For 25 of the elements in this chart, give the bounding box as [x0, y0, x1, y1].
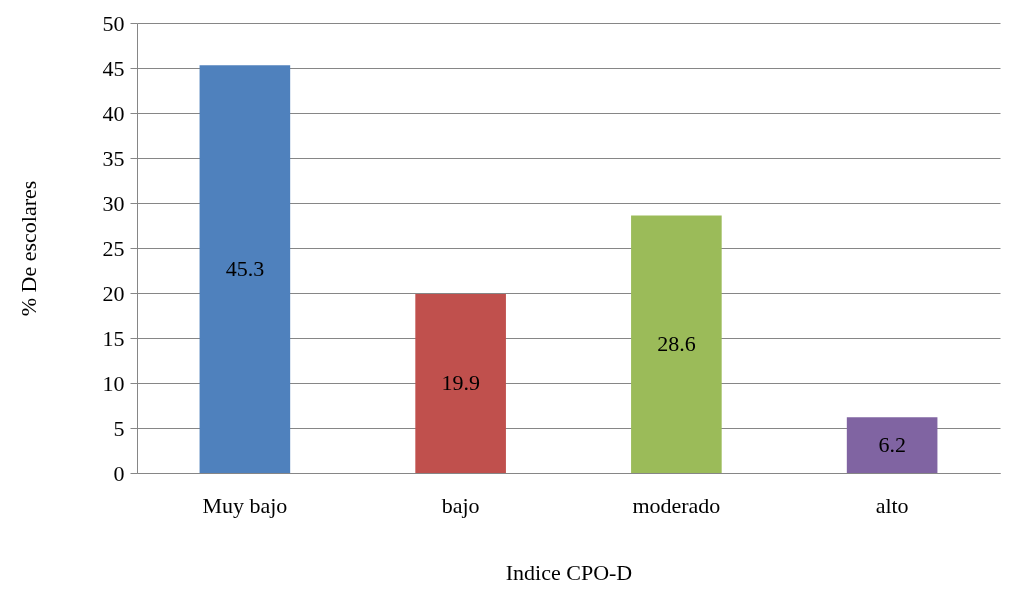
- y-axis-title: % De escolares: [15, 180, 41, 317]
- x-tick-label: bajo: [441, 492, 480, 518]
- x-axis-title: Indice CPO-D: [505, 559, 633, 585]
- y-tick-label: 10: [102, 370, 125, 396]
- data-label: 6.2: [878, 432, 906, 458]
- y-tick-label: 40: [102, 100, 125, 126]
- data-label: 28.6: [657, 331, 696, 357]
- y-tick-label: 35: [102, 145, 125, 171]
- bar: [415, 293, 506, 473]
- y-tick-label: 0: [113, 460, 125, 486]
- x-tick-label: moderado: [632, 492, 721, 518]
- y-tick-label: 20: [102, 280, 125, 306]
- y-tick-label: 30: [102, 190, 125, 216]
- data-label: 19.9: [441, 370, 480, 396]
- y-tick-label: 45: [102, 55, 125, 81]
- y-tick-label: 25: [102, 235, 125, 261]
- x-tick-label: alto: [875, 492, 909, 518]
- y-tick-label: 50: [102, 10, 125, 36]
- y-tick-label: 5: [113, 415, 125, 441]
- x-tick-label: Muy bajo: [202, 492, 288, 518]
- data-label: 45.3: [225, 256, 265, 282]
- bar: [199, 65, 291, 473]
- bar: [631, 215, 722, 473]
- bar: [846, 417, 938, 473]
- y-tick-label: 15: [102, 325, 125, 351]
